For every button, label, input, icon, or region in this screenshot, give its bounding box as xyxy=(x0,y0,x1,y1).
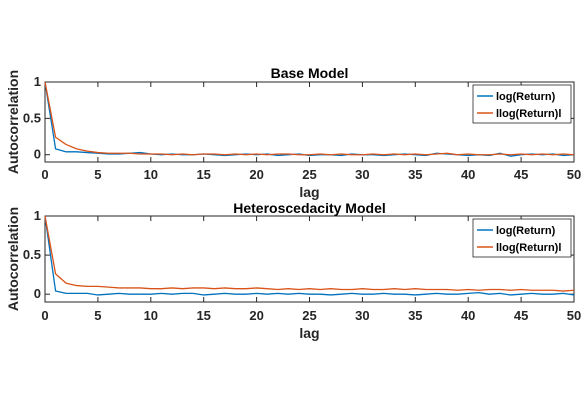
legend-box xyxy=(472,84,572,124)
chart-title: Base Model xyxy=(271,65,349,81)
x-tick-label: 45 xyxy=(514,308,528,323)
y-tick-label: 0 xyxy=(34,286,41,301)
x-tick-label: 5 xyxy=(94,308,101,323)
chart-panel-2: 0 5 10 15 20 25 30 35 40 45 50 0 0.5 1 Heteroscedacity… xyxy=(5,200,581,341)
chart-title: Heteroscedacity Model xyxy=(233,200,386,216)
x-tick-label: 50 xyxy=(567,308,581,323)
legend-box xyxy=(472,218,572,258)
legend-entry: log(Return) xyxy=(496,225,556,237)
legend-entry: log(Return) xyxy=(496,91,556,103)
x-tick-label: 30 xyxy=(355,167,369,182)
x-tick-label: 5 xyxy=(94,167,101,182)
x-tick-label: 10 xyxy=(144,308,158,323)
x-tick-label: 0 xyxy=(41,167,48,182)
y-axis-label: Autocorrelation xyxy=(5,207,21,311)
x-tick-label: 40 xyxy=(461,167,475,182)
legend-entry: llog(Return)l xyxy=(496,108,561,120)
x-tick-label: 30 xyxy=(355,308,369,323)
legend: log(Return) llog(Return)l xyxy=(472,218,572,258)
x-tick-label: 25 xyxy=(302,167,316,182)
y-tick-label: 0 xyxy=(34,147,41,162)
y-tick-label: 0.5 xyxy=(23,247,41,262)
x-axis-label: lag xyxy=(299,184,319,200)
legend: log(Return) llog(Return)l xyxy=(472,84,572,124)
y-tick-label: 1 xyxy=(34,74,41,89)
x-tick-label: 40 xyxy=(461,308,475,323)
x-axis-label: lag xyxy=(299,325,319,341)
x-tick-label: 25 xyxy=(302,308,316,323)
series-line-1 xyxy=(44,215,575,296)
x-tick-label: 50 xyxy=(567,167,581,182)
y-tick-label: 1 xyxy=(34,208,41,223)
y-tick-label: 0.5 xyxy=(23,110,41,125)
x-tick-label: 20 xyxy=(249,167,263,182)
x-tick-label: 35 xyxy=(408,167,422,182)
x-tick-label: 35 xyxy=(408,308,422,323)
x-tick-label: 0 xyxy=(41,308,48,323)
x-tick-label: 10 xyxy=(144,167,158,182)
x-tick-label: 20 xyxy=(249,308,263,323)
chart-panel-1: 0 5 10 15 20 25 30 35 40 45 50 0 0.5 1 Base Model lag Au… xyxy=(5,65,581,200)
x-tick-label: 45 xyxy=(514,167,528,182)
x-tick-label: 15 xyxy=(196,308,210,323)
series-line-2 xyxy=(44,81,575,156)
y-axis-label: Autocorrelation xyxy=(5,70,21,174)
x-tick-label: 15 xyxy=(196,167,210,182)
legend-entry: llog(Return)l xyxy=(496,242,561,254)
series-line-2 xyxy=(44,215,575,292)
